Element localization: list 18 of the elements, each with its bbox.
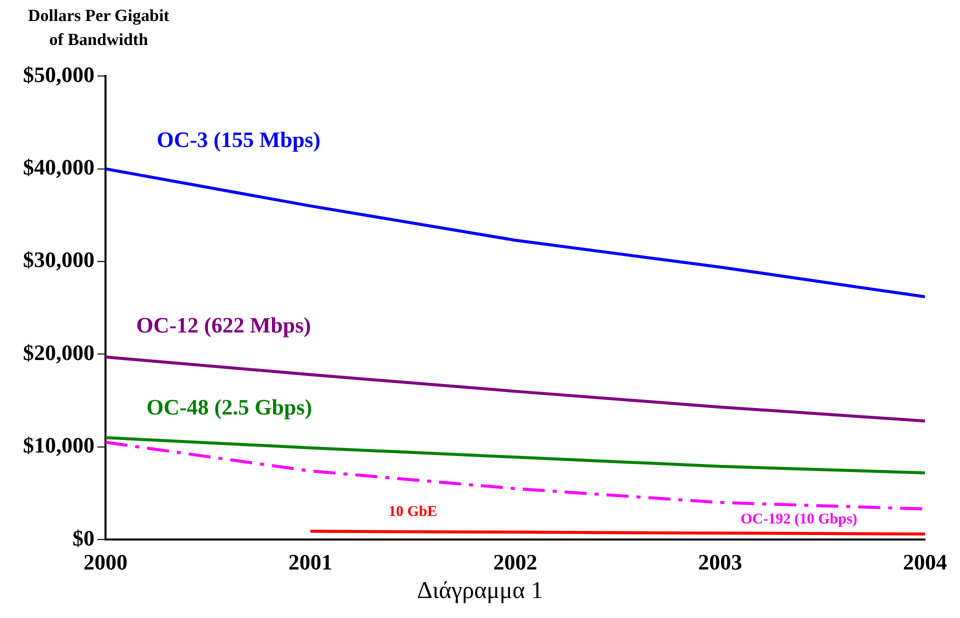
- y-tick-label: $0: [72, 525, 94, 550]
- x-tick-label: 2003: [698, 549, 742, 574]
- series-label: OC-48 (2.5 Gbps): [146, 394, 312, 420]
- y-tick-label: $30,000: [23, 247, 94, 272]
- x-tick-label: 2002: [493, 549, 538, 574]
- x-tick-label: 2001: [288, 549, 332, 574]
- y-tick-label: $40,000: [23, 154, 94, 180]
- y-tick-label: $10,000: [23, 432, 94, 458]
- x-tick-label: 2000: [84, 549, 128, 574]
- y-tick-label: $20,000: [23, 340, 94, 365]
- series-label: OC-192 (10 Gbps): [740, 512, 858, 528]
- text: Διάγραμμα 1: [416, 578, 544, 605]
- y-axis-title: Dollars Per Gigabit of Bandwidth: [28, 5, 170, 51]
- y-tick-label: $50,000: [23, 62, 94, 87]
- series-label: OC-12 (622 Mbps): [136, 312, 312, 338]
- x-tick-label: 2004: [903, 549, 947, 574]
- series-label: OC-3 (155 Mbps): [156, 126, 320, 152]
- series-label: 10 GbE: [388, 504, 438, 520]
